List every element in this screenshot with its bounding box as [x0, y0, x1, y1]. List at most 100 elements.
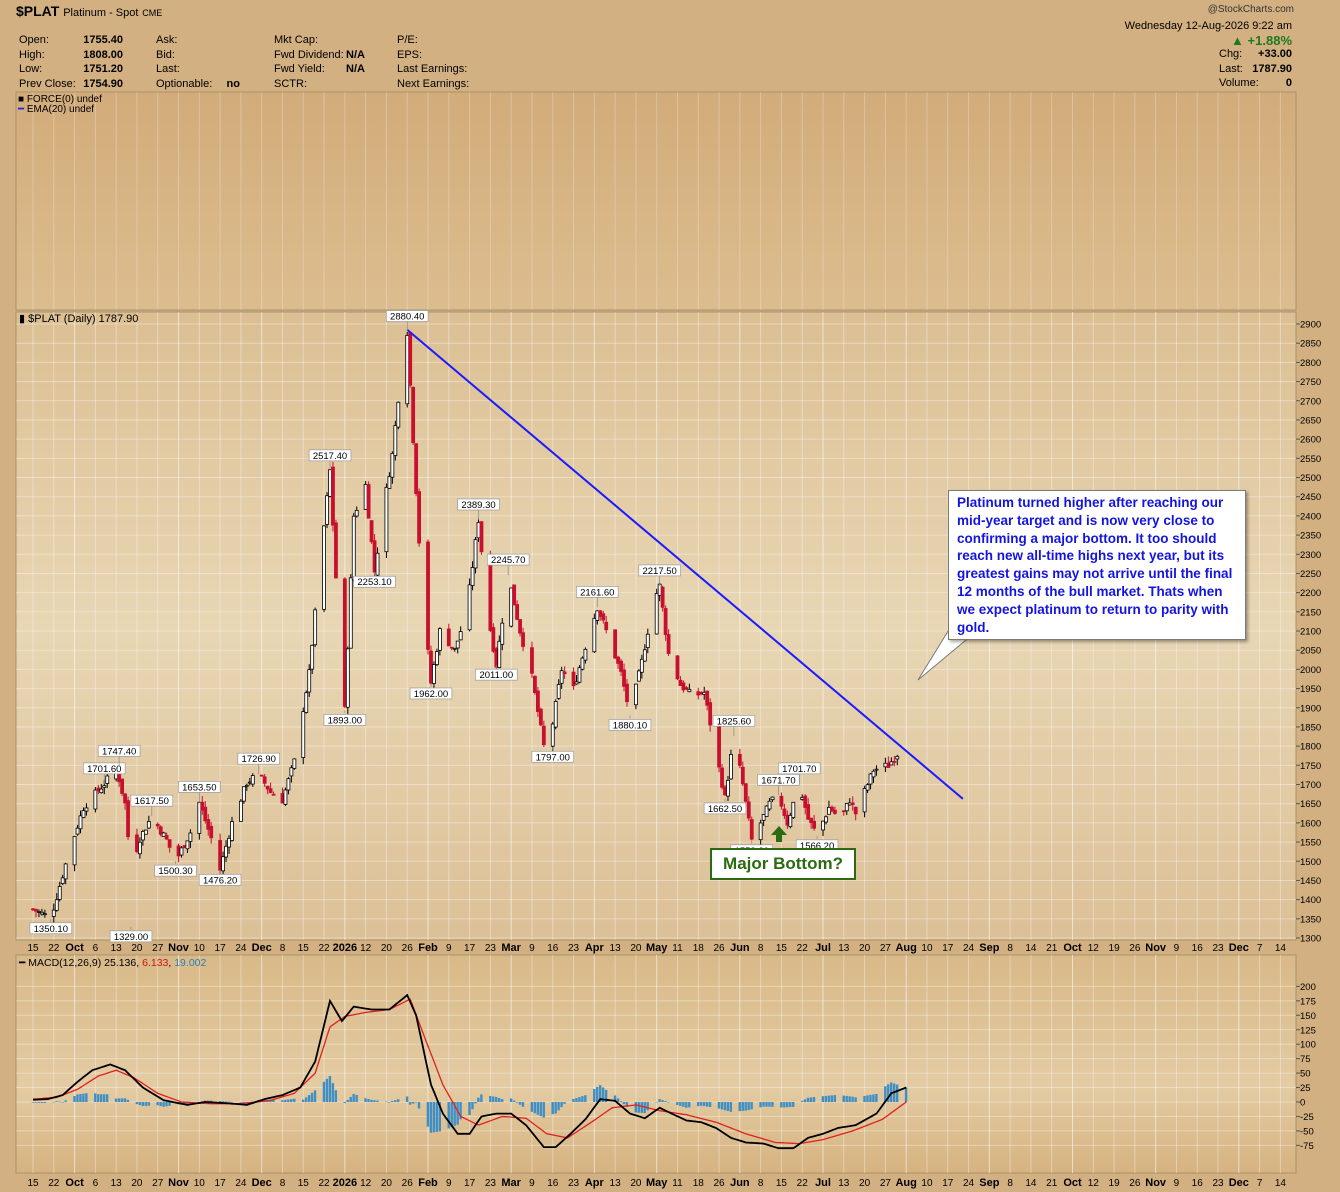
macd-histogram-bar	[682, 1102, 685, 1107]
price-label: 2161.60	[580, 587, 614, 598]
x-tick-label: 9	[529, 943, 535, 954]
x-tick-label: 24	[235, 1178, 247, 1189]
x-tick-label: 12	[1088, 943, 1100, 954]
candle-body	[227, 837, 231, 848]
macd-histogram-bar	[557, 1102, 560, 1111]
force-panel	[15, 91, 1297, 311]
stat-value: 1787.90	[1252, 62, 1292, 75]
x-tick-label: 19	[1109, 943, 1121, 954]
pct-change: ▲ +1.88%	[1231, 33, 1292, 48]
candle-body	[417, 491, 422, 544]
candle-body	[372, 540, 377, 573]
x-tick-label: Aug	[895, 942, 916, 954]
stat-label: Ask:	[156, 34, 178, 46]
macd-histogram-bar	[432, 1102, 436, 1133]
x-tick-label: 17	[464, 1178, 476, 1189]
candle-body	[369, 520, 374, 543]
x-tick-label: 26	[1129, 943, 1141, 954]
stat-label: SCTR:	[274, 77, 307, 90]
x-tick-label: 21	[1046, 1178, 1058, 1189]
y-tick-label: 1950	[1300, 684, 1321, 695]
force-legend: ■ FORCE(0) undef	[18, 94, 102, 105]
x-tick-label: Nov	[168, 1177, 190, 1189]
macd-histogram-bar	[411, 1102, 415, 1104]
y-tick-label: 1300	[1300, 934, 1321, 945]
price-label: 2253.10	[357, 577, 391, 588]
macd-histogram-bar	[792, 1102, 795, 1107]
macd-histogram-bar	[346, 1099, 349, 1102]
y-tick-label: 2250	[1300, 569, 1321, 580]
y-tick-label: 2850	[1300, 339, 1321, 350]
candle-body	[218, 840, 223, 871]
price-label: 1671.70	[761, 775, 795, 786]
macd-histogram-bar	[426, 1102, 430, 1127]
candle-body	[770, 796, 775, 801]
macd-histogram-bar	[717, 1102, 721, 1109]
y-tick-label: 1400	[1300, 895, 1321, 906]
y-tick-label: 1800	[1300, 742, 1321, 753]
macd-histogram-bar	[287, 1099, 290, 1102]
price-label-box	[409, 687, 453, 700]
candle-body	[779, 795, 784, 807]
macd-histogram-bar	[64, 1100, 67, 1102]
candle-body	[530, 647, 534, 674]
macd-legend: ━ MACD(12,26,9) 25.136, 6.133, 19.002	[19, 957, 207, 969]
macd-histogram-bar	[863, 1095, 866, 1102]
price-label-box	[531, 750, 574, 763]
macd-histogram-bar	[471, 1102, 474, 1110]
candle-body	[206, 819, 211, 830]
x-tick-label: 9	[529, 1178, 535, 1189]
macd-histogram-bar	[102, 1094, 106, 1102]
x-tick-label: 6	[93, 943, 99, 954]
candle-body	[63, 863, 68, 880]
x-tick-label: 15	[298, 943, 310, 954]
candle-body	[583, 648, 588, 661]
candle-body	[143, 829, 148, 835]
stat-label: Optionable:	[156, 77, 213, 90]
price-label: 1880.10	[613, 720, 647, 731]
annotation-callout: Platinum turned higher after reaching ou…	[948, 490, 1246, 640]
macd-histogram-bar	[601, 1087, 605, 1102]
macd-histogram-bar	[141, 1102, 144, 1106]
x-tick-label: 8	[758, 1178, 764, 1189]
y-tick-label: 2050	[1300, 646, 1321, 657]
candle-body	[446, 628, 451, 647]
candle-body	[158, 826, 163, 835]
candle-body	[366, 484, 371, 519]
candle-body	[37, 911, 41, 913]
y-tick-label: 1650	[1300, 799, 1321, 810]
macd-histogram-bar	[352, 1093, 355, 1102]
macd-panel	[15, 954, 1297, 1174]
macd-histogram-bar	[79, 1094, 82, 1102]
macd-histogram-bar	[453, 1102, 456, 1126]
x-tick-label: 17	[942, 1178, 954, 1189]
x-tick-label: 9	[446, 943, 452, 954]
price-label-box	[778, 762, 821, 775]
macd-histogram-bar	[771, 1102, 774, 1107]
candle-body	[455, 640, 460, 649]
x-tick-label: 17	[215, 943, 227, 954]
macd-histogram-bar	[581, 1096, 584, 1102]
macd-histogram-bar	[604, 1089, 608, 1102]
candle-body	[812, 820, 817, 829]
macd-histogram-bar	[186, 1102, 189, 1105]
candle-body	[871, 770, 876, 778]
candle-body	[737, 754, 742, 766]
x-tick-label: 23	[568, 943, 580, 954]
stat-value: 1754.90	[83, 77, 123, 90]
macd-histogram-bar	[851, 1096, 854, 1102]
macd-histogram-bar	[85, 1093, 88, 1102]
x-tick-label: Apr	[585, 942, 605, 954]
macd-histogram-bar	[598, 1085, 602, 1102]
macd-histogram-bar	[661, 1100, 664, 1102]
candle-body	[458, 631, 463, 641]
price-label-box	[130, 794, 174, 807]
macd-histogram-bar	[866, 1095, 869, 1102]
y-tick-label: 1850	[1300, 722, 1321, 733]
candle-body	[636, 670, 641, 682]
force-icon: ■	[18, 94, 25, 105]
x-tick-label: 23	[485, 943, 497, 954]
x-tick-label: 8	[280, 1178, 286, 1189]
macd-histogram-bar	[729, 1102, 733, 1112]
macd-histogram-bar	[509, 1098, 513, 1102]
